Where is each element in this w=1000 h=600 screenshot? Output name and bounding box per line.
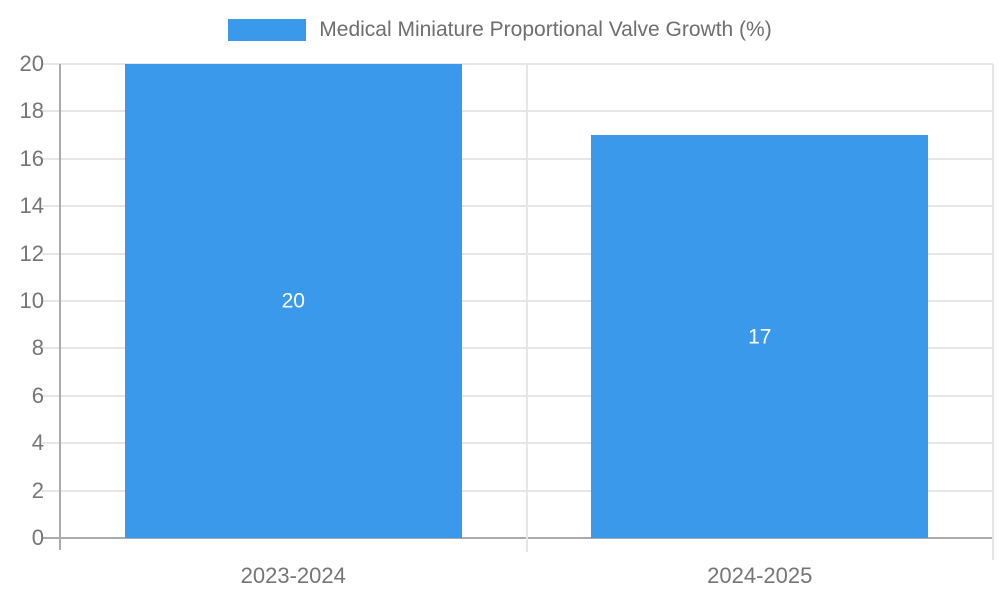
bar[interactable] [591, 135, 929, 538]
y-gridline [42, 110, 993, 113]
y-tick-label: 2 [31, 477, 44, 503]
y-gridline [42, 63, 993, 65]
y-gridline [42, 205, 993, 208]
legend-swatch [228, 19, 307, 41]
legend-label: Medical Miniature Proportional Valve Gro… [319, 18, 772, 41]
y-gridline [42, 489, 993, 492]
y-gridline [42, 300, 993, 302]
x-axis-baseline [42, 537, 993, 539]
legend[interactable]: Medical Miniature Proportional Valve Gro… [0, 18, 1000, 42]
y-tick-label: 6 [31, 382, 44, 408]
y-tick-label: 8 [31, 335, 44, 361]
y-tick-label: 20 [19, 51, 44, 76]
y-tick-label: 16 [19, 145, 44, 171]
y-gridline [42, 157, 993, 160]
x-category-label: 2024-2025 [707, 563, 813, 588]
plot-right-border [992, 64, 994, 560]
bar-value-label: 17 [748, 325, 772, 349]
y-tick-label: 0 [31, 525, 44, 550]
x-category-label: 2023-2024 [240, 563, 346, 588]
y-tick-label: 18 [19, 98, 44, 124]
y-tick-label: 14 [19, 193, 44, 219]
y-gridline [42, 347, 993, 350]
y-tick-label: 4 [31, 430, 44, 456]
y-gridline [42, 442, 993, 445]
y-axis-line [59, 64, 61, 550]
y-gridline [42, 252, 993, 255]
y-gridline [42, 394, 993, 397]
y-tick-label: 12 [19, 240, 44, 266]
bar[interactable] [124, 64, 462, 538]
category-separator-line [525, 64, 528, 552]
bar-value-label: 20 [281, 289, 305, 313]
y-tick-label: 10 [19, 288, 44, 313]
